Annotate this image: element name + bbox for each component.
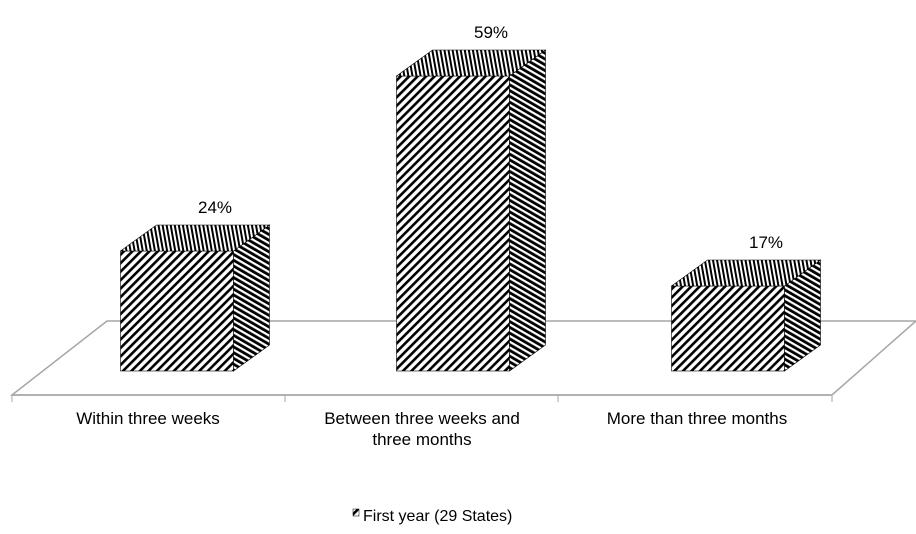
- legend-entry: First year (29 States): [363, 508, 512, 525]
- bar: [395, 49, 547, 372]
- data-labels: 24% 59% 17%: [198, 23, 783, 252]
- bar: [119, 224, 271, 372]
- data-label: 59%: [474, 23, 508, 42]
- x-axis-tick-label: More than three months: [607, 409, 787, 428]
- bar-top-face: [670, 259, 822, 287]
- bar-front-face: [671, 285, 785, 372]
- x-axis-tick-label: Within three weeks: [76, 409, 220, 428]
- bar-top-face: [119, 224, 271, 252]
- bar-front-face: [396, 75, 510, 372]
- data-label: 24%: [198, 198, 232, 217]
- legend: First year (29 States): [352, 508, 512, 525]
- bar-front-face: [120, 250, 234, 372]
- bar-side-face: [509, 49, 546, 372]
- legend-swatch: [352, 508, 360, 517]
- data-label: 17%: [749, 233, 783, 252]
- bar-top-face: [395, 49, 547, 77]
- bars: [119, 49, 822, 372]
- bar: [670, 259, 822, 372]
- x-axis-tick-labels: Within three weeks Between three weeks an…: [76, 409, 787, 449]
- x-axis-tick-label: Between three weeks and three months: [324, 409, 520, 449]
